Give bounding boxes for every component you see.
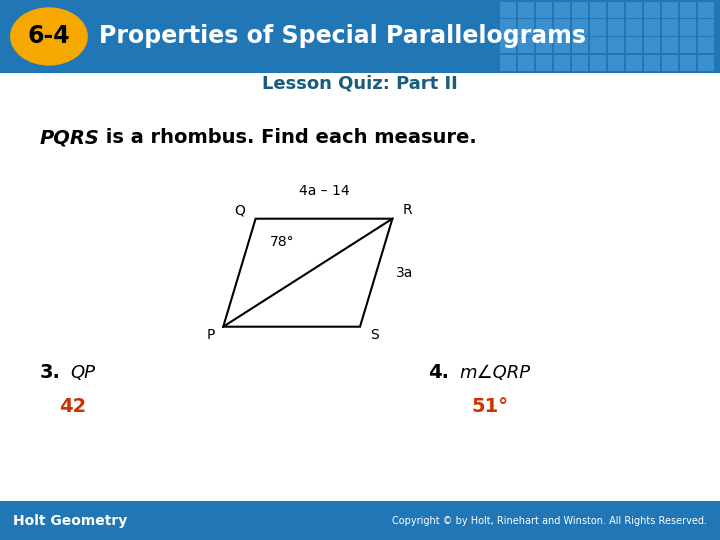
Text: 6-4: 6-4 [27, 24, 71, 49]
Text: Q: Q [235, 203, 246, 217]
Bar [554, 37, 570, 53]
Text: PQRS: PQRS [40, 128, 99, 147]
Bar [500, 37, 516, 53]
Bar [608, 2, 624, 18]
Bar [644, 55, 660, 71]
Bar [536, 19, 552, 36]
Text: 78°: 78° [270, 235, 294, 249]
Text: P: P [206, 328, 215, 342]
Text: 3.: 3. [40, 363, 60, 382]
Text: 4.: 4. [428, 363, 449, 382]
Text: 51°: 51° [472, 396, 509, 416]
Bar [608, 37, 624, 53]
Text: is a rhombus. Find each measure.: is a rhombus. Find each measure. [99, 128, 477, 147]
Bar [590, 55, 606, 71]
Bar [536, 2, 552, 18]
Bar [680, 37, 696, 53]
Bar [536, 37, 552, 53]
Bar [572, 19, 588, 36]
Text: 4a – 14: 4a – 14 [299, 184, 349, 198]
Text: 42: 42 [59, 396, 86, 416]
Bar [500, 19, 516, 36]
Bar [554, 2, 570, 18]
Bar [608, 19, 624, 36]
Bar [644, 37, 660, 53]
Text: 3a: 3a [396, 266, 414, 280]
Bar [590, 2, 606, 18]
Bar [662, 2, 678, 18]
Bar [554, 55, 570, 71]
Text: Lesson Quiz: Part II: Lesson Quiz: Part II [262, 75, 458, 93]
Bar [626, 55, 642, 71]
Bar [572, 37, 588, 53]
Bar [680, 55, 696, 71]
Bar [626, 37, 642, 53]
Text: Holt Geometry: Holt Geometry [13, 514, 127, 528]
Bar [0, 0, 720, 73]
Bar [518, 37, 534, 53]
Bar [644, 2, 660, 18]
Bar [644, 19, 660, 36]
Bar [0, 501, 720, 540]
Bar [698, 37, 714, 53]
Bar [518, 55, 534, 71]
Text: QP: QP [71, 363, 96, 382]
Bar [626, 19, 642, 36]
Bar [662, 55, 678, 71]
Ellipse shape [10, 7, 88, 66]
Text: Copyright © by Holt, Rinehart and Winston. All Rights Reserved.: Copyright © by Holt, Rinehart and Winsto… [392, 516, 707, 525]
Text: S: S [370, 328, 379, 342]
Bar [518, 2, 534, 18]
Bar [536, 55, 552, 71]
Bar [554, 19, 570, 36]
Bar [680, 2, 696, 18]
Text: R: R [402, 203, 412, 217]
Bar [608, 55, 624, 71]
Bar [662, 19, 678, 36]
Bar [626, 2, 642, 18]
Bar [698, 2, 714, 18]
Bar [500, 55, 516, 71]
Text: Properties of Special Parallelograms: Properties of Special Parallelograms [99, 24, 586, 49]
Bar [572, 2, 588, 18]
Bar [500, 2, 516, 18]
Bar [698, 19, 714, 36]
Bar [590, 37, 606, 53]
Bar [590, 19, 606, 36]
Bar [518, 19, 534, 36]
Text: m∠QRP: m∠QRP [459, 363, 531, 382]
Bar [572, 55, 588, 71]
Bar [680, 19, 696, 36]
Bar [698, 55, 714, 71]
Bar [662, 37, 678, 53]
